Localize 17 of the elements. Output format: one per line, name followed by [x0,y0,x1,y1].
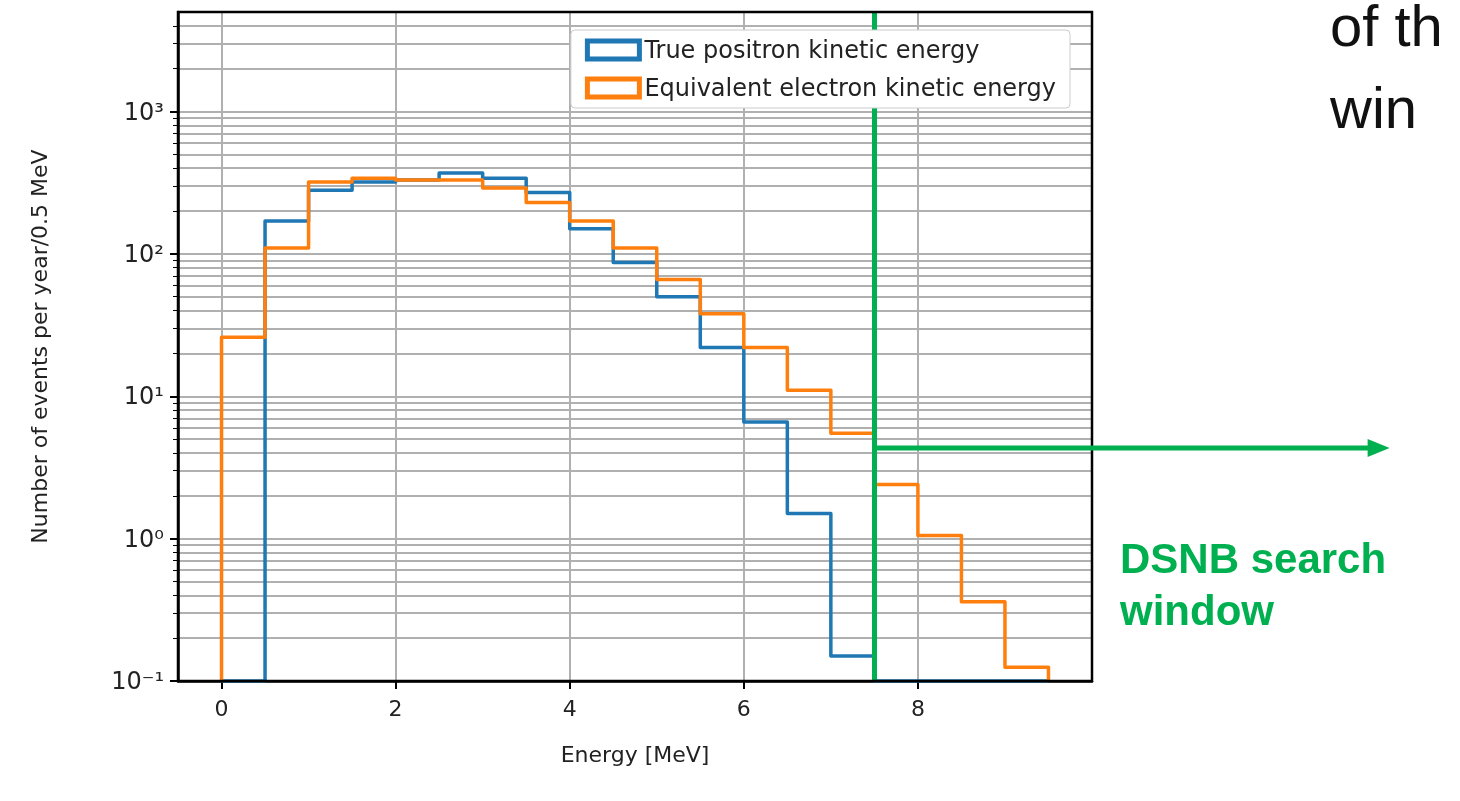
text: DSNB search window [1119,534,1388,636]
x-tick-label: 4 [562,695,577,721]
y-tick-label: 10³ [123,97,164,126]
y-tick-label: 10⁻¹ [111,667,164,695]
y-tick-label: 10⁰ [123,524,164,553]
legend-label: Equivalent electron kinetic energy [644,74,1056,102]
y-axis-title: Number of events per year/0.5 MeV [26,149,52,544]
legend-label: True positron kinetic energy [643,36,980,64]
text: win [1330,74,1418,141]
x-tick-label: 0 [214,695,229,721]
x-tick-label: 2 [388,695,403,721]
x-tick-label: 8 [910,695,925,721]
y-tick-label: 10² [123,239,164,268]
text: of th [1330,0,1443,59]
x-axis-title: Energy [MeV] [560,741,710,767]
x-tick-label: 6 [736,695,751,721]
y-tick-label: 10¹ [123,382,164,411]
